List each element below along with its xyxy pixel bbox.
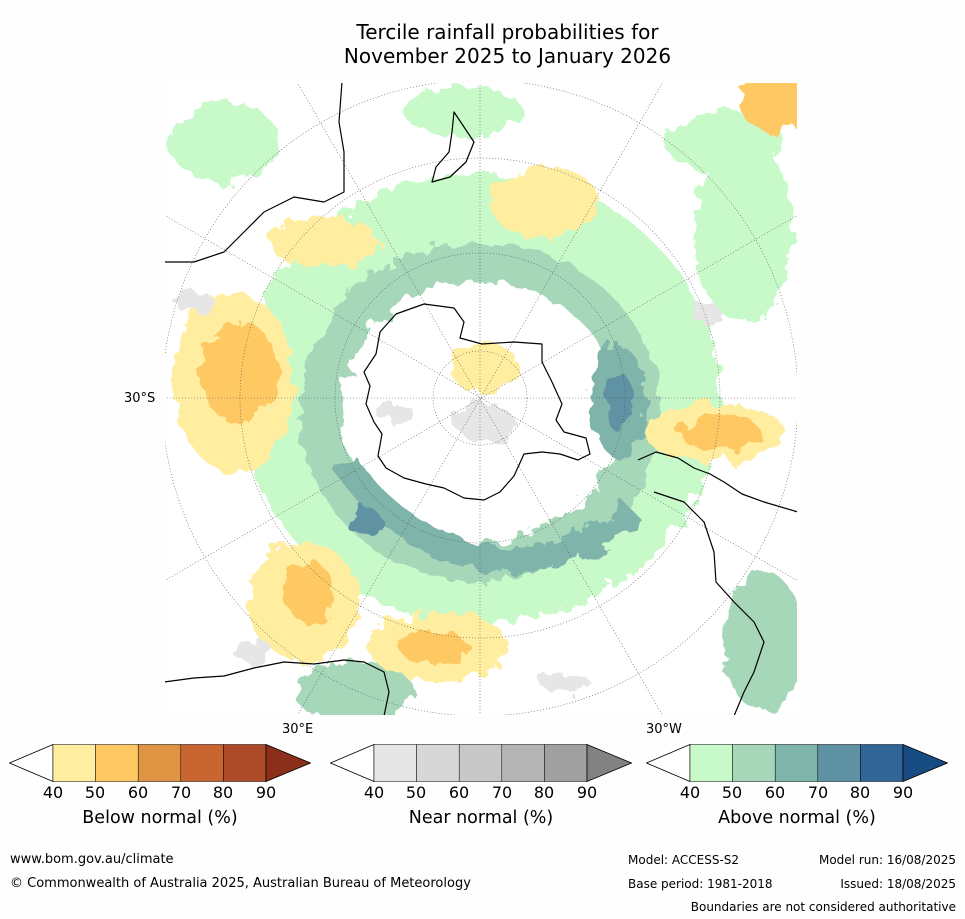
australia-coastline bbox=[164, 82, 345, 263]
colorbar-segment bbox=[817, 744, 861, 782]
tick-label: 90 bbox=[255, 783, 277, 802]
colorbar-segment bbox=[223, 744, 267, 782]
colorbar-segment bbox=[458, 744, 503, 782]
tick-label: 80 bbox=[533, 783, 555, 802]
colorbar-high-extend bbox=[902, 744, 948, 782]
copyright-text: © Commonwealth of Australia 2025, Austra… bbox=[10, 876, 471, 891]
near-normal-colorbar bbox=[330, 744, 632, 782]
above-normal-colorbar bbox=[646, 744, 948, 782]
tick-label: 40 bbox=[42, 783, 64, 802]
colorbar-high-extend bbox=[586, 744, 632, 782]
near-normal-label: Near normal (%) bbox=[408, 808, 554, 828]
tick-label: 90 bbox=[892, 783, 914, 802]
tick-label: 80 bbox=[212, 783, 234, 802]
colorbar-segment bbox=[416, 744, 460, 782]
tick-label: 70 bbox=[491, 783, 513, 802]
colorbar-segment bbox=[373, 744, 417, 782]
below-normal-colorbar bbox=[9, 744, 311, 782]
below-normal-label: Below normal (%) bbox=[82, 808, 238, 828]
colorbar-high-extend bbox=[265, 744, 311, 782]
longitude-label-30e: 30°E bbox=[282, 722, 314, 737]
new-zealand-coastline bbox=[431, 111, 475, 183]
colorbar-segment bbox=[732, 744, 776, 782]
tick-label: 90 bbox=[576, 783, 598, 802]
colorbar-segment bbox=[689, 744, 733, 782]
latitude-label-30s: 30°S bbox=[124, 391, 156, 406]
south-america-coastline bbox=[637, 451, 798, 716]
model-run-text: Model run: 16/08/2025 bbox=[818, 853, 956, 867]
map-title: Tercile rainfall probabilities for Novem… bbox=[0, 20, 965, 68]
tick-label: 80 bbox=[849, 783, 871, 802]
colorbar-segment bbox=[774, 744, 819, 782]
tick-label: 50 bbox=[405, 783, 427, 802]
polar-stereographic-map bbox=[164, 82, 798, 716]
tick-label: 50 bbox=[84, 783, 106, 802]
colorbar-segment bbox=[544, 744, 588, 782]
tick-label: 70 bbox=[170, 783, 192, 802]
colorbar-segment bbox=[137, 744, 182, 782]
model-text: Model: ACCESS-S2 bbox=[628, 853, 740, 867]
coastlines bbox=[164, 82, 798, 716]
issued-text: Issued: 18/08/2025 bbox=[840, 877, 956, 891]
tick-label: 40 bbox=[363, 783, 385, 802]
colorbar-segment bbox=[860, 744, 904, 782]
longitude-label-30w: 30°W bbox=[646, 722, 682, 737]
antarctica-coastline bbox=[363, 303, 591, 501]
base-period-text: Base period: 1981-2018 bbox=[628, 877, 773, 891]
africa-coastline bbox=[164, 659, 390, 716]
tick-label: 60 bbox=[764, 783, 786, 802]
title-line-2: November 2025 to January 2026 bbox=[343, 44, 672, 68]
tick-label: 60 bbox=[448, 783, 470, 802]
colorbar-low-extend bbox=[9, 744, 54, 782]
colorbar-low-extend bbox=[330, 744, 375, 782]
colorbar-segment bbox=[501, 744, 545, 782]
tick-label: 60 bbox=[127, 783, 149, 802]
colorbar-segment bbox=[52, 744, 96, 782]
colorbar-segment bbox=[95, 744, 139, 782]
website-link[interactable]: www.bom.gov.au/climate bbox=[10, 852, 174, 867]
graticule bbox=[164, 82, 798, 716]
disclaimer-text: Boundaries are not considered authoritat… bbox=[690, 900, 956, 914]
tick-label: 50 bbox=[721, 783, 743, 802]
colorbar-low-extend bbox=[646, 744, 691, 782]
tick-label: 70 bbox=[807, 783, 829, 802]
colorbar-segment bbox=[180, 744, 224, 782]
tick-label: 40 bbox=[679, 783, 701, 802]
title-line-1: Tercile rainfall probabilities for bbox=[356, 20, 659, 44]
above-normal-label: Above normal (%) bbox=[718, 808, 876, 828]
